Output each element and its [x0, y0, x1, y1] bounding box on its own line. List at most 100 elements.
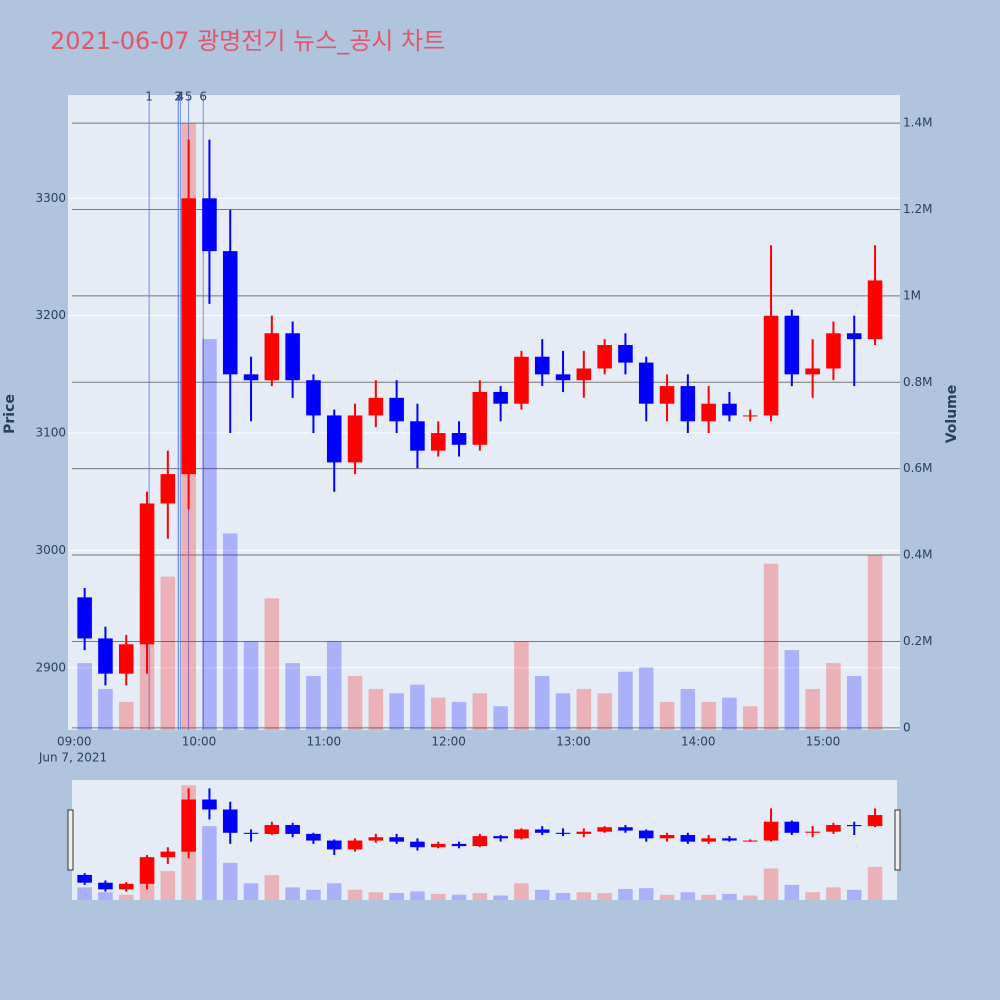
- slider-candle-body: [493, 836, 508, 839]
- slider-volume-bar: [867, 866, 883, 900]
- slider-volume-bar: [326, 883, 342, 900]
- slider-volume-bar: [243, 883, 259, 900]
- range-handle[interactable]: [894, 809, 901, 871]
- volume-bar: [618, 671, 633, 730]
- slider-candle-body: [867, 815, 883, 827]
- volume-bar: [306, 676, 321, 730]
- slider-volume-bar: [222, 862, 238, 900]
- y-tick-label: 3100: [35, 426, 66, 440]
- candle-body: [264, 333, 280, 381]
- slider-candle-body: [597, 827, 612, 832]
- candle-body: [118, 644, 134, 674]
- slider-candle-body: [306, 833, 321, 841]
- candle-body: [680, 386, 696, 422]
- volume-bar: [347, 676, 363, 730]
- candle-body: [347, 415, 363, 463]
- volume-bar: [430, 697, 446, 730]
- x-tick-label: 12:00: [431, 735, 466, 749]
- candle-body: [306, 380, 321, 416]
- candle-body: [77, 597, 92, 639]
- slider-volume-bar: [680, 892, 696, 900]
- candle-body: [784, 315, 800, 375]
- y2-tick-label: 0.2M: [903, 634, 932, 648]
- y-tick-label: 2900: [35, 660, 66, 674]
- slider-candle-body: [742, 840, 758, 842]
- volume-bar: [784, 650, 800, 730]
- x-date-label: Jun 7, 2021: [38, 751, 107, 765]
- slider-candle-body: [576, 831, 592, 834]
- candle-body: [451, 433, 467, 445]
- y2-tick-label: 0: [903, 720, 911, 734]
- volume-bar: [410, 684, 425, 730]
- slider-candle-body: [430, 843, 446, 848]
- candle-body: [618, 345, 633, 363]
- slider-candle-body: [763, 821, 779, 841]
- candle-body: [534, 356, 550, 375]
- y2-tick-label: 0.6M: [903, 461, 932, 475]
- candle-body: [638, 362, 654, 404]
- y2-tick-label: 0.8M: [903, 375, 932, 389]
- volume-bar: [243, 641, 259, 730]
- slider-candle-body: [139, 857, 155, 884]
- candle-body: [326, 415, 342, 463]
- volume-bar: [368, 688, 384, 730]
- volume-bar: [597, 693, 612, 730]
- candle-body: [430, 433, 446, 451]
- slider-candle-body: [118, 883, 134, 890]
- slider-volume-bar: [576, 892, 592, 900]
- x-tick-label: 11:00: [307, 735, 342, 749]
- volume-bar: [202, 339, 217, 730]
- slider-candle-body: [264, 825, 280, 834]
- volume-bar: [555, 693, 571, 730]
- volume-bar: [826, 663, 841, 730]
- y2-tick-label: 1.2M: [903, 202, 932, 216]
- slider-volume-bar: [347, 889, 363, 900]
- y-tick-label: 3300: [35, 191, 66, 205]
- slider-candle-body: [77, 874, 92, 883]
- slider-candle-body: [389, 837, 404, 842]
- volume-bar: [264, 598, 280, 730]
- candle-body: [410, 421, 425, 451]
- candle-body: [701, 403, 716, 422]
- candle-body: [285, 333, 300, 381]
- y2-tick-label: 1.4M: [903, 116, 932, 130]
- slider-volume-bar: [555, 893, 571, 900]
- slider-volume-bar: [410, 891, 425, 900]
- candle-body: [389, 397, 404, 422]
- slider-volume-bar: [722, 893, 737, 900]
- range-handle[interactable]: [67, 809, 74, 871]
- slider-volume-bar: [98, 892, 113, 900]
- candle-body: [181, 198, 196, 475]
- candle-body: [139, 503, 155, 645]
- y2-tick-label: 1M: [903, 288, 921, 302]
- candle-body: [98, 638, 113, 674]
- slider-candle-body: [368, 837, 384, 841]
- annotation-label: 1: [145, 90, 153, 104]
- slider-volume-bar: [451, 894, 467, 900]
- slider-candle-body: [285, 825, 300, 834]
- volume-bar: [701, 701, 716, 730]
- y2-tick-label: 0.4M: [903, 548, 932, 562]
- slider-candle-body: [680, 835, 696, 842]
- slider-candle-body: [514, 829, 529, 839]
- slider-volume-bar: [742, 895, 758, 900]
- annotation-label: 4: [176, 90, 184, 104]
- slider-candle-body: [555, 832, 571, 834]
- slider-candle-body: [701, 838, 716, 842]
- x-tick-label: 10:00: [182, 735, 217, 749]
- volume-bar: [534, 676, 550, 730]
- candle-body: [160, 474, 176, 504]
- volume-bar: [742, 706, 758, 730]
- candle-body: [597, 345, 612, 369]
- candle-body: [202, 198, 217, 252]
- volume-bar: [326, 641, 342, 730]
- y2-axis-title: Volume: [944, 385, 960, 444]
- slider-volume-bar: [784, 884, 800, 900]
- volume-bar: [659, 701, 675, 730]
- slider-volume-bar: [389, 893, 404, 900]
- x-tick-label: 15:00: [806, 735, 841, 749]
- slider-candle-body: [222, 809, 238, 833]
- candle-body: [493, 391, 508, 404]
- candle-body: [763, 315, 779, 416]
